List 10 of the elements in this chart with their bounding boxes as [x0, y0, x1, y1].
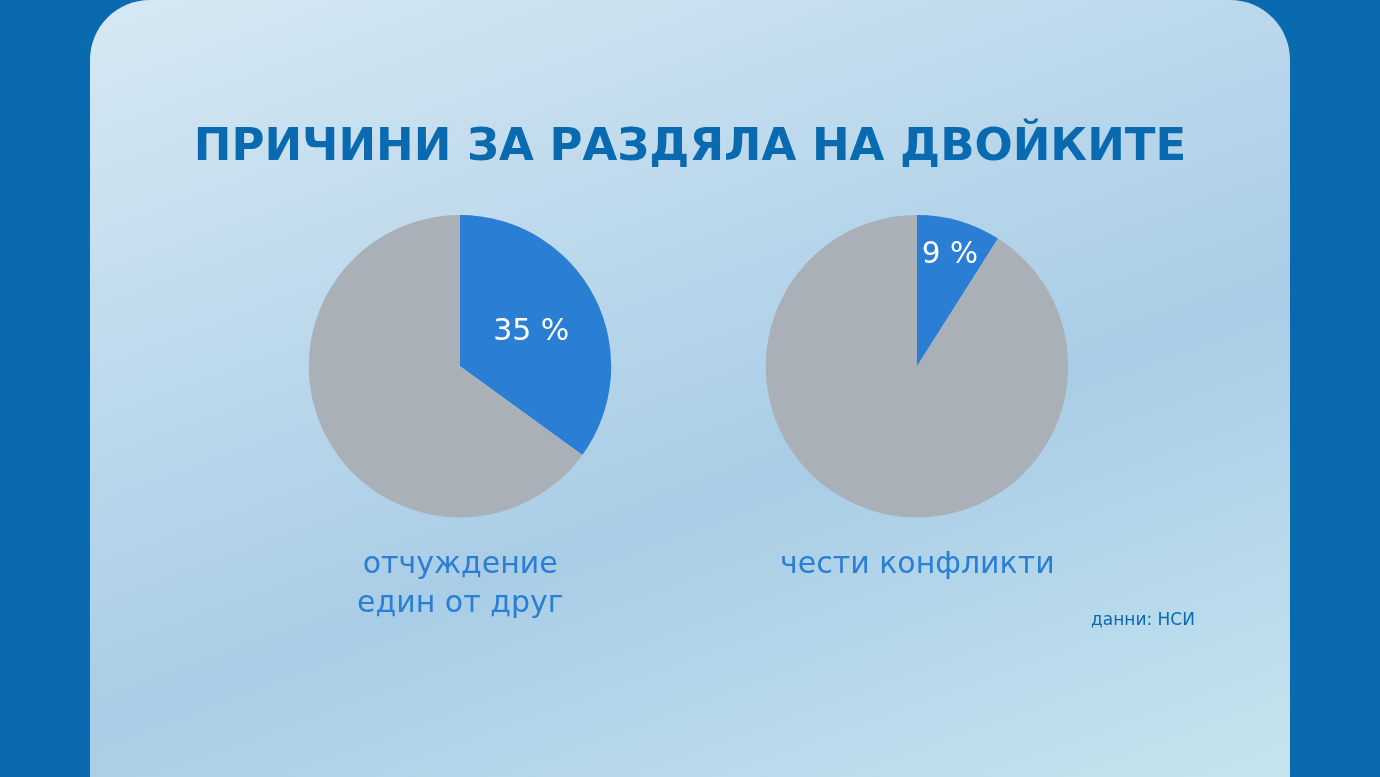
pie-slice — [765, 215, 1069, 518]
pie-slice — [308, 215, 583, 518]
text: данни: НСИ — [1091, 609, 1195, 629]
text: чести конфликти — [780, 545, 1055, 580]
data-label: 35 % — [493, 312, 570, 348]
pie-slice — [460, 215, 612, 456]
text: отчуждение един от друг — [357, 545, 564, 619]
chart-title: ПРИЧИНИ ЗА РАЗДЯЛА НА ДВОЙКИТЕ — [192, 118, 1188, 171]
data-label: 9 % — [921, 236, 979, 271]
pie-slice — [917, 215, 999, 367]
